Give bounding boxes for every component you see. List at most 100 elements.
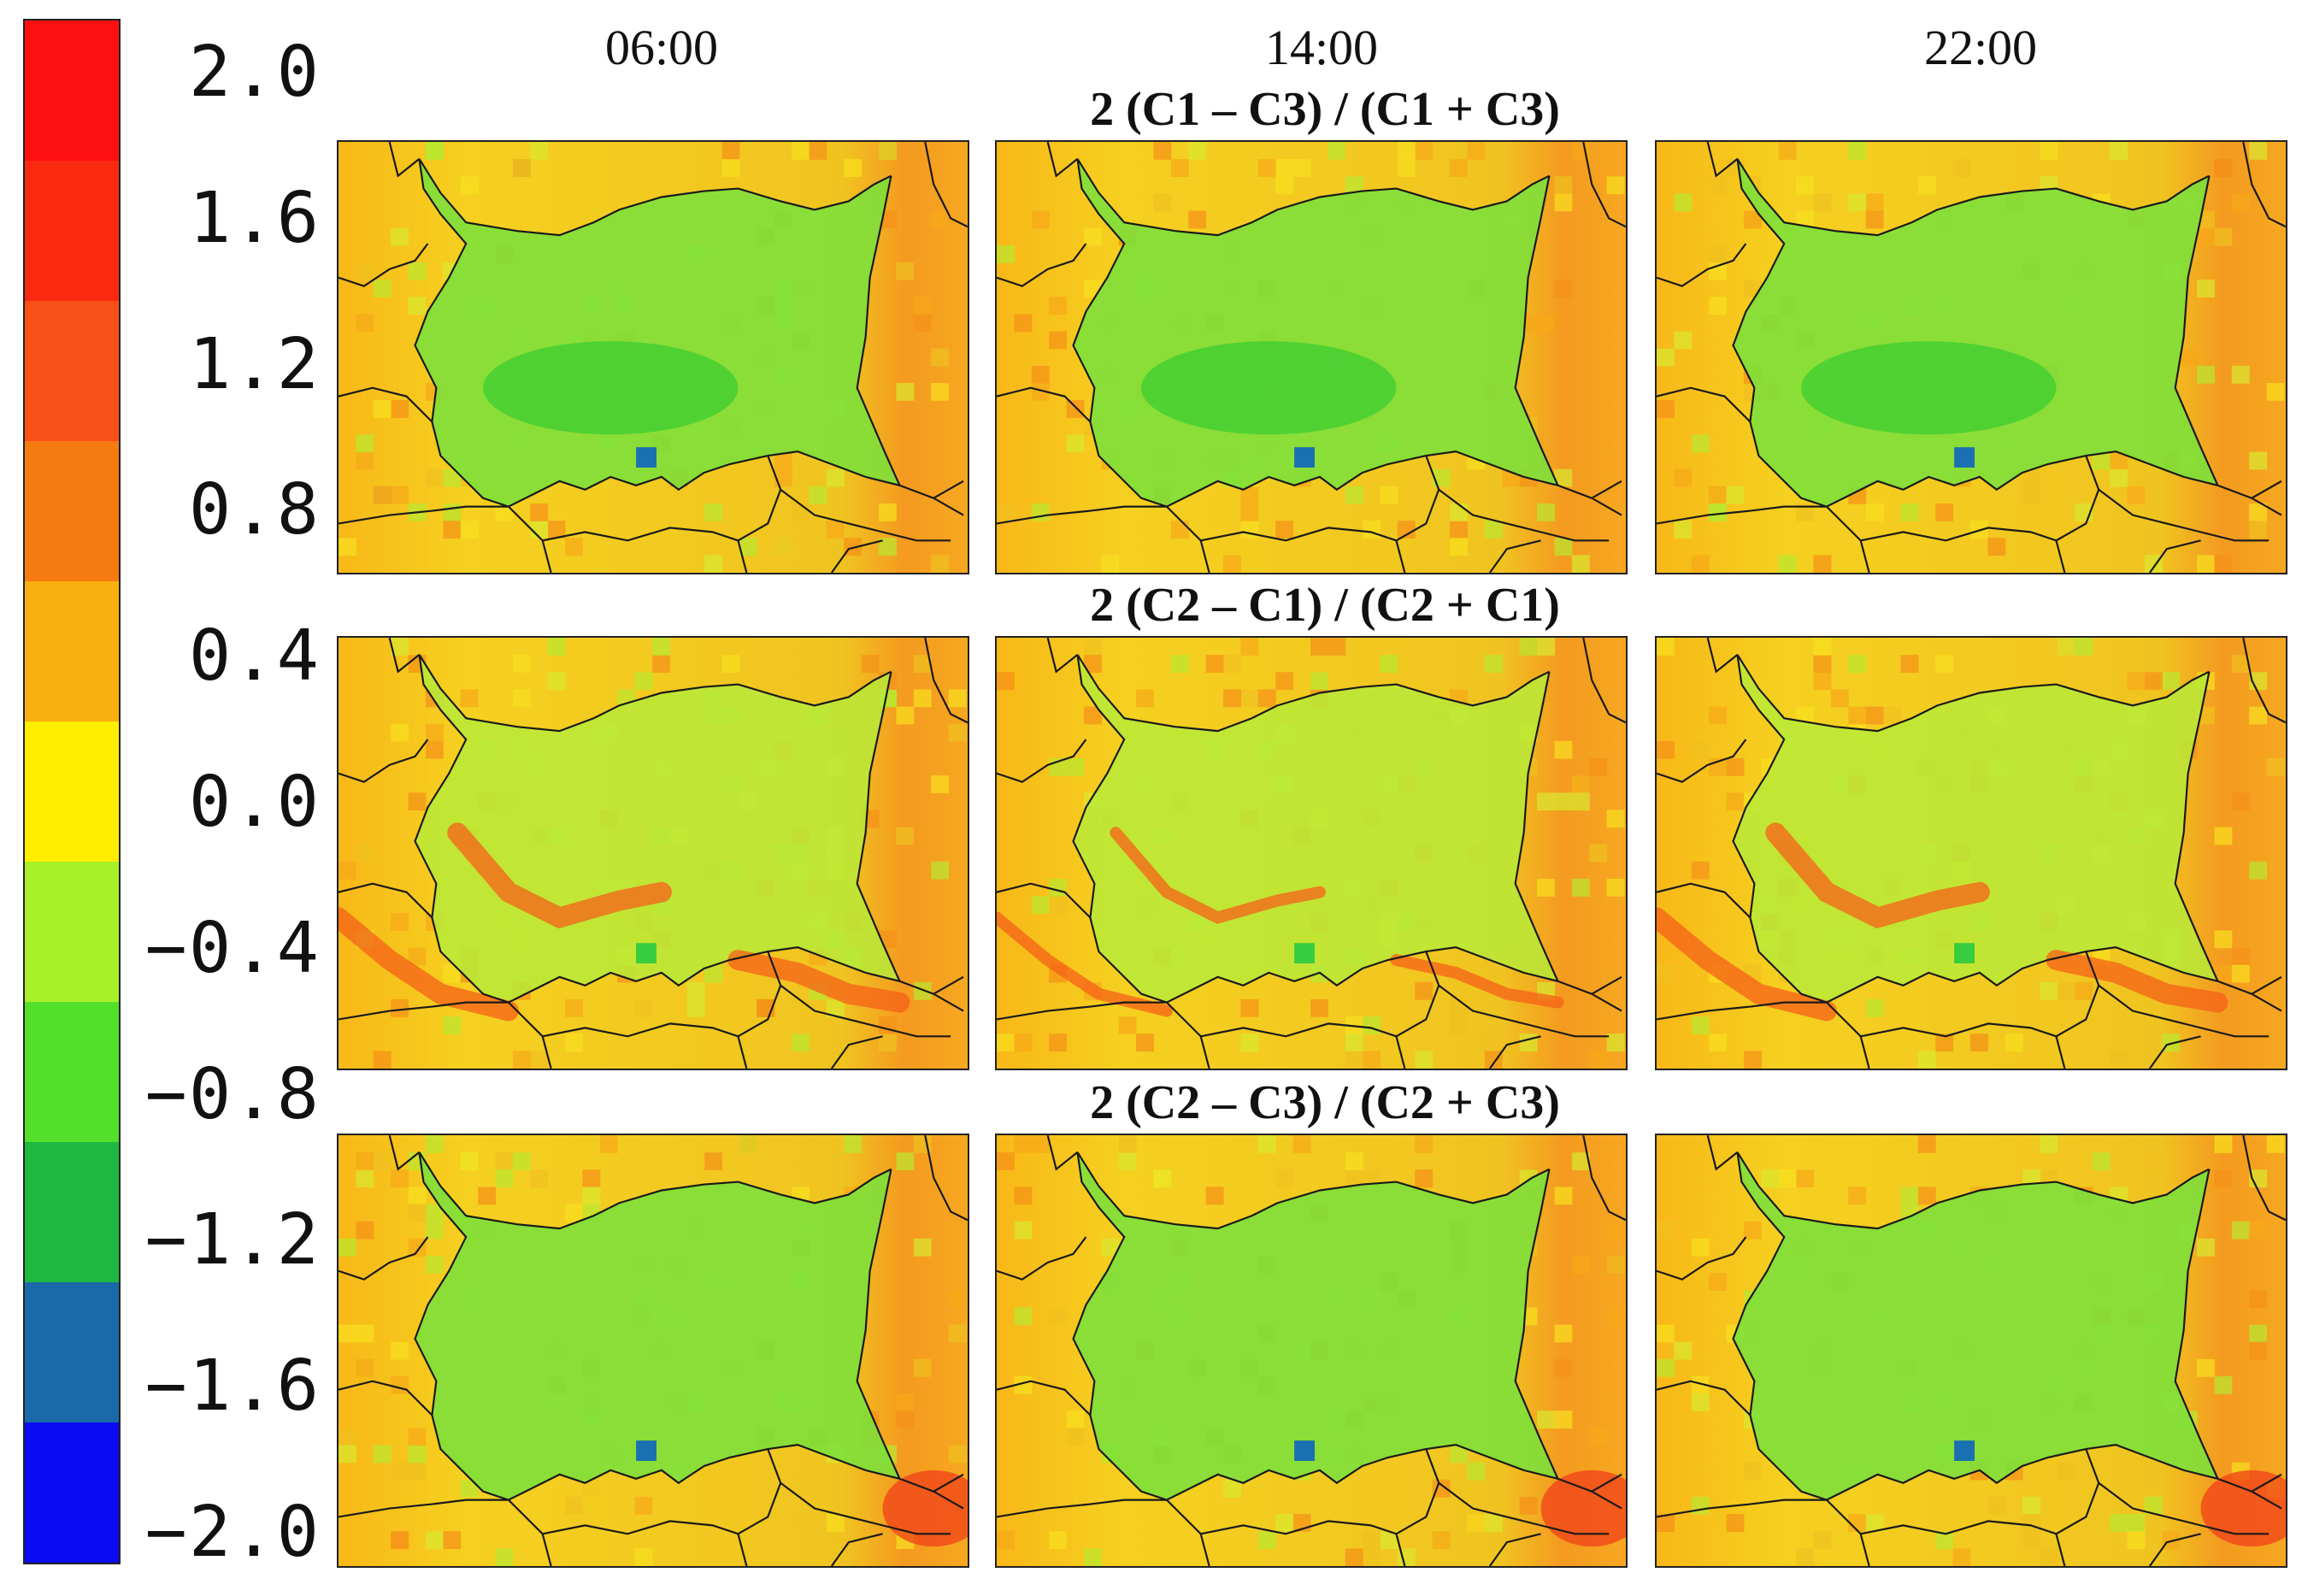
- map-cell: [1415, 1169, 1434, 1188]
- map-cell: [931, 348, 950, 367]
- map-cell: [2040, 1548, 2058, 1566]
- country-region: [1733, 1151, 2218, 1500]
- country-border-line: [737, 1534, 748, 1566]
- country-border-line: [997, 882, 1092, 919]
- map-cell: [721, 142, 740, 160]
- map-cell: [2022, 1496, 2041, 1515]
- country-border-line: [1076, 1151, 1550, 1230]
- map-cell: [1519, 1496, 1538, 1515]
- map-svg: [339, 638, 968, 1069]
- map-cell: [547, 672, 566, 691]
- map-panel: [337, 1134, 969, 1568]
- map-cell: [1397, 521, 1416, 539]
- map-cell: [1952, 1548, 1971, 1566]
- country-border-line: [1732, 158, 2218, 508]
- map-cell: [1657, 400, 1675, 418]
- map-cell: [1257, 689, 1276, 708]
- map-cell: [1049, 1034, 1068, 1052]
- column-label-0600: 06:00: [604, 20, 719, 75]
- map-cell: [1450, 1445, 1469, 1463]
- map-cell: [1606, 1221, 1625, 1240]
- map-cell: [443, 503, 462, 521]
- map-cell: [774, 538, 792, 557]
- map-cell: [425, 1221, 444, 1240]
- country-border-line: [1076, 654, 1550, 733]
- map-cell: [1118, 1135, 1137, 1153]
- map-cell: [1363, 1548, 1381, 1566]
- map-cell: [1240, 486, 1259, 504]
- map-cell: [1657, 1514, 1675, 1532]
- map-cell: [1031, 896, 1050, 914]
- country-border-line: [780, 1481, 951, 1535]
- map-cell: [1865, 706, 1884, 725]
- country-region: [1073, 1151, 1558, 1500]
- high-value-region: [1540, 1469, 1626, 1547]
- country-border-line: [1438, 488, 1610, 542]
- country-border-line: [924, 142, 968, 228]
- map-cell: [2075, 638, 2093, 656]
- map-cell: [495, 1548, 514, 1566]
- map-cell: [1709, 297, 1728, 315]
- country-border-line: [1657, 243, 1747, 287]
- colorbar-tick-label: −1.2: [144, 1199, 321, 1281]
- map-cell: [530, 521, 549, 539]
- map-cell: [1380, 1531, 1398, 1550]
- minimum-cell: [636, 447, 656, 468]
- country-border-line: [508, 455, 782, 542]
- map-cell: [2144, 1152, 2163, 1170]
- country-border-line: [737, 540, 748, 573]
- map-cell: [1484, 521, 1503, 539]
- high-value-band: [447, 822, 672, 929]
- map-cell: [408, 1445, 427, 1463]
- map-cell: [1848, 1187, 1867, 1205]
- country-border-line: [1166, 1448, 1440, 1535]
- map-cell: [739, 1135, 757, 1153]
- map-cell: [896, 382, 915, 401]
- map-cell: [2231, 193, 2250, 212]
- map-cell: [1709, 1273, 1728, 1291]
- map-cell: [356, 451, 374, 470]
- map-cell: [2214, 964, 2233, 983]
- map-cell: [826, 521, 845, 539]
- map-cell: [1554, 1324, 1573, 1343]
- colorbar-band: [25, 21, 119, 162]
- country-border-line: [2174, 1169, 2282, 1510]
- country-border-line: [541, 1534, 552, 1566]
- map-cell: [704, 1152, 723, 1170]
- map-cell: [2040, 1135, 2058, 1153]
- map-cell: [356, 1169, 374, 1188]
- map-cell: [1275, 176, 1294, 195]
- map-cell: [1865, 998, 1884, 1017]
- map-cell: [1275, 521, 1294, 539]
- map-cell: [512, 655, 531, 673]
- map-cell: [879, 1034, 897, 1052]
- map-cell: [1848, 193, 1867, 212]
- map-panel: [995, 1134, 1628, 1568]
- map-cell: [547, 638, 566, 656]
- country-border-line: [1706, 1135, 1739, 1171]
- map-cell: [1467, 142, 1486, 160]
- map-cell: [356, 844, 374, 863]
- map-cell: [2197, 1238, 2215, 1257]
- map-cell: [1345, 1169, 1363, 1188]
- country-border-line: [997, 243, 1087, 287]
- row-title-c2-c3: 2 (C2 – C3) / (C2 + C3): [1090, 1076, 1560, 1129]
- map-cell: [1571, 1255, 1590, 1274]
- country-border-line: [2242, 1135, 2286, 1222]
- country-border-line: [1199, 1534, 1210, 1566]
- colorbar-tick-label: 0.0: [188, 762, 321, 843]
- country-border-line: [830, 539, 883, 573]
- country-border-line: [2242, 142, 2286, 228]
- map-cell: [948, 1445, 967, 1463]
- colorbar-band: [25, 441, 119, 582]
- map-cell: [1606, 1255, 1625, 1274]
- map-cell: [1363, 1016, 1381, 1034]
- country-border-line: [1657, 739, 1747, 783]
- map-cell: [1415, 1135, 1434, 1153]
- map-cell: [1674, 1341, 1693, 1360]
- country-border-line: [1076, 158, 1550, 237]
- map-cell: [1450, 538, 1469, 557]
- map-cell: [1432, 1479, 1451, 1498]
- map-cell: [634, 1548, 653, 1566]
- map-cell: [391, 638, 409, 656]
